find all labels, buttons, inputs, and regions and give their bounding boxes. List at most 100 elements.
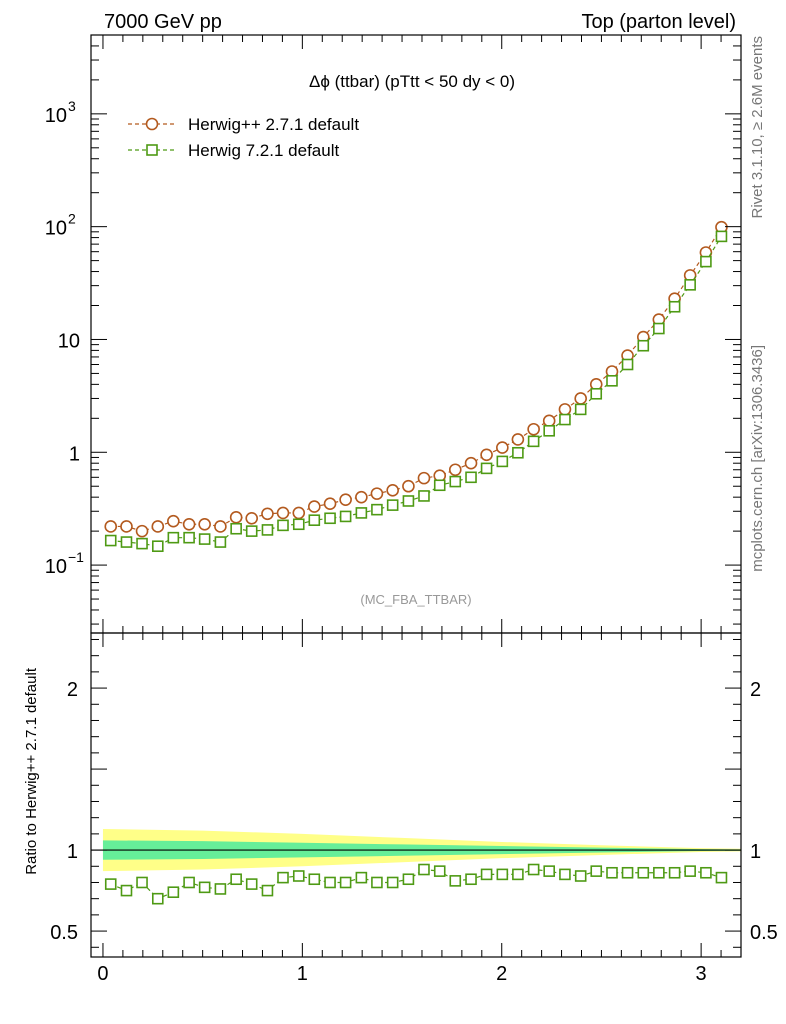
data-point-herwig7 bbox=[559, 413, 571, 426]
data-point-herwigpp bbox=[261, 507, 274, 521]
y-tick-label: 10 bbox=[58, 330, 80, 352]
data-point-herwigpp bbox=[355, 490, 368, 504]
data-point-herwigpp bbox=[214, 520, 227, 533]
data-point-herwigpp bbox=[182, 517, 196, 531]
svg-text:10: 10 bbox=[45, 218, 67, 240]
data-point-herwig7 bbox=[183, 531, 195, 544]
data-point-herwig7 bbox=[245, 525, 258, 537]
data-point-herwigpp bbox=[574, 392, 587, 405]
data-point-herwigpp bbox=[527, 422, 540, 436]
ratio-data-point bbox=[261, 884, 274, 897]
data-point-herwigpp bbox=[308, 500, 321, 513]
ratio-data-point bbox=[355, 871, 368, 884]
data-point-herwig7 bbox=[590, 387, 603, 400]
data-point-herwig7 bbox=[543, 425, 555, 437]
ratio-data-point bbox=[465, 873, 477, 886]
header-right-label: Top (parton level) bbox=[581, 11, 736, 33]
data-point-herwigpp bbox=[448, 463, 462, 477]
ratio-y-tick-label: 2 bbox=[67, 679, 78, 701]
data-point-herwig7 bbox=[700, 255, 712, 268]
ratio-data-point bbox=[449, 875, 462, 887]
ratio-y-tick-label-right: 1 bbox=[750, 841, 761, 863]
data-point-herwigpp bbox=[496, 441, 509, 454]
ratio-data-point bbox=[433, 865, 446, 877]
data-point-herwig7 bbox=[214, 536, 227, 548]
data-point-herwigpp bbox=[339, 493, 352, 506]
data-point-herwig7 bbox=[621, 358, 634, 371]
data-point-herwig7 bbox=[355, 507, 368, 519]
ratio-data-point bbox=[386, 876, 399, 889]
data-point-herwigpp bbox=[292, 506, 306, 520]
ratio-data-point bbox=[543, 865, 555, 877]
legend-label: Herwig 7.2.1 default bbox=[188, 141, 339, 160]
ratio-data-point bbox=[167, 886, 180, 899]
data-point-herwig7 bbox=[324, 512, 336, 525]
data-point-herwig7 bbox=[167, 531, 180, 544]
data-point-herwig7 bbox=[120, 536, 133, 548]
svg-text:1: 1 bbox=[69, 443, 80, 465]
x-tick-label: 3 bbox=[696, 963, 707, 985]
data-point-herwig7 bbox=[371, 503, 383, 516]
data-point-herwigpp bbox=[135, 524, 149, 538]
legend-entry-2: Herwig 7.2.1 default bbox=[128, 141, 339, 160]
ratio-data-point bbox=[402, 873, 415, 886]
ratio-frame bbox=[90, 632, 742, 958]
svg-text:2: 2 bbox=[68, 211, 76, 227]
data-point-herwigpp bbox=[480, 448, 493, 462]
ratio-data-point bbox=[245, 878, 258, 890]
ratio-data-point bbox=[151, 892, 164, 905]
data-point-herwig7 bbox=[465, 471, 477, 484]
ratio-data-point bbox=[527, 863, 540, 876]
y-tick-label: 1 bbox=[69, 443, 80, 465]
ratio-data-point bbox=[637, 866, 650, 879]
ratio-data-point bbox=[559, 868, 571, 881]
ratio-data-point bbox=[700, 866, 712, 879]
data-point-herwig7 bbox=[480, 462, 493, 475]
data-point-herwig7 bbox=[496, 455, 509, 468]
data-point-herwig7 bbox=[386, 499, 399, 511]
x-axis-labels: 0 1 2 3 bbox=[97, 963, 706, 985]
legend: Herwig++ 2.7.1 default Herwig 7.2.1 defau… bbox=[128, 115, 359, 160]
data-point-herwigpp bbox=[370, 487, 384, 500]
ratio-data-point bbox=[496, 868, 509, 881]
data-point-herwigpp bbox=[558, 403, 572, 416]
svg-text:10: 10 bbox=[45, 105, 67, 127]
data-point-herwig7 bbox=[198, 533, 211, 545]
y-tick-label: 10 −1 bbox=[45, 549, 84, 578]
x-tick-label: 1 bbox=[297, 963, 308, 985]
ratio-data-point bbox=[371, 876, 383, 889]
ratio-data-point bbox=[308, 873, 321, 886]
ratio-y-tick-label: 0.5 bbox=[50, 922, 78, 944]
data-point-herwigpp bbox=[198, 517, 211, 531]
svg-text:10: 10 bbox=[45, 556, 67, 578]
ratio-y-axis-label: Ratio to Herwig++ 2.7.1 default bbox=[23, 667, 40, 875]
data-point-herwig7 bbox=[606, 375, 618, 387]
ratio-data-point bbox=[668, 866, 681, 879]
data-point-herwig7 bbox=[402, 495, 415, 507]
data-point-herwig7 bbox=[668, 300, 681, 313]
data-point-herwigpp bbox=[104, 520, 118, 533]
svg-text:−1: −1 bbox=[68, 549, 84, 565]
ratio-data-point bbox=[292, 870, 305, 882]
data-point-herwigpp bbox=[323, 497, 337, 511]
data-point-herwig7 bbox=[136, 537, 148, 550]
ratio-data-point bbox=[684, 865, 696, 877]
y-tick-label: 10 3 bbox=[45, 98, 76, 127]
ratio-data-point bbox=[606, 866, 618, 879]
data-point-herwigpp bbox=[229, 511, 243, 524]
ratio-data-point bbox=[214, 883, 227, 895]
ratio-data-point bbox=[198, 881, 211, 894]
legend-marker-circle bbox=[145, 117, 159, 131]
ratio-y-tick-label: 1 bbox=[67, 841, 78, 863]
data-point-herwig7 bbox=[574, 403, 587, 416]
mcplots-label: mcplots.cern.ch [arXiv:1306.3436] bbox=[749, 345, 766, 572]
ratio-data-point bbox=[230, 873, 242, 886]
data-point-herwig7 bbox=[230, 522, 242, 535]
analysis-watermark: (MC_FBA_TTBAR) bbox=[360, 592, 471, 607]
legend-label: Herwig++ 2.7.1 default bbox=[188, 115, 359, 134]
data-point-herwigpp bbox=[464, 456, 478, 470]
ratio-data-point bbox=[715, 871, 728, 884]
data-point-herwigpp bbox=[542, 414, 556, 428]
ratio-data-point bbox=[590, 865, 603, 877]
